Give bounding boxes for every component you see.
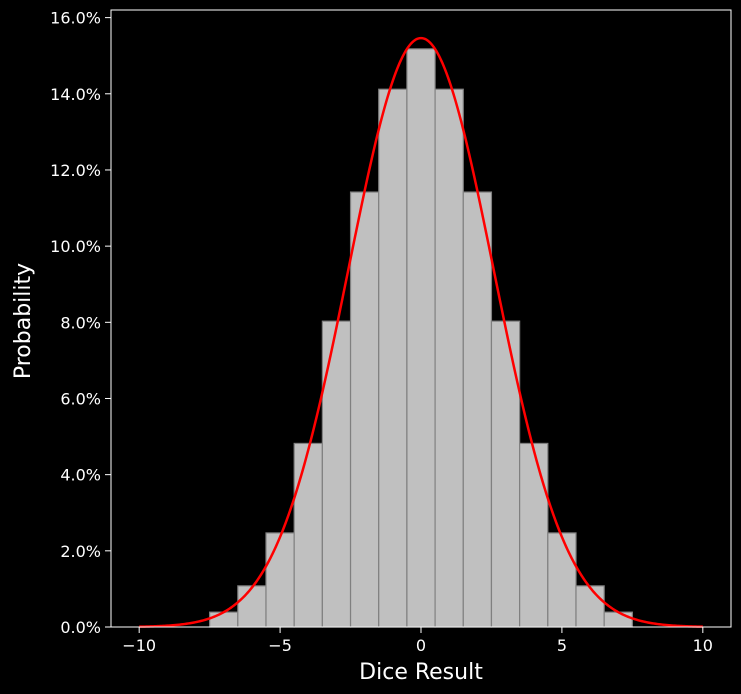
bar — [547, 532, 577, 628]
normal-curve — [139, 36, 703, 628]
y-tick-label: 16.0% — [50, 9, 101, 28]
bar — [519, 442, 549, 628]
y-axis-label: Probability — [11, 263, 36, 379]
y-tick-label: 12.0% — [50, 161, 101, 180]
x-tick-label: −10 — [122, 636, 156, 655]
bar — [462, 191, 493, 628]
bar-series — [209, 48, 633, 628]
x-axis-ticks: −10 −5 0 5 10 — [122, 627, 713, 655]
y-tick-label: 2.0% — [60, 542, 101, 561]
x-tick-label: 0 — [416, 636, 426, 655]
y-axis-ticks: 0.0% 2.0% 4.0% 6.0% 8.0% 10.0% 12.0% 14.0% 16.0% — [50, 9, 111, 637]
bar — [321, 320, 352, 628]
x-tick-label: 5 — [557, 636, 567, 655]
x-tick-label: 10 — [693, 636, 713, 655]
bar — [575, 585, 605, 628]
y-tick-label: 4.0% — [60, 466, 101, 485]
bar — [378, 88, 408, 628]
y-tick-label: 8.0% — [60, 313, 101, 332]
bar — [349, 191, 380, 628]
bar — [490, 320, 521, 628]
x-tick-label: −5 — [268, 636, 292, 655]
y-tick-label: 14.0% — [50, 85, 101, 104]
bar — [265, 532, 295, 628]
bar — [603, 611, 633, 628]
bar — [293, 442, 323, 628]
bar — [237, 585, 267, 628]
bar — [209, 611, 239, 628]
y-tick-label: 10.0% — [50, 237, 101, 256]
bar — [406, 48, 436, 628]
bar — [434, 88, 464, 628]
y-tick-label: 6.0% — [60, 389, 101, 408]
x-axis-label: Dice Result — [359, 660, 483, 685]
y-tick-label: 0.0% — [60, 618, 101, 637]
